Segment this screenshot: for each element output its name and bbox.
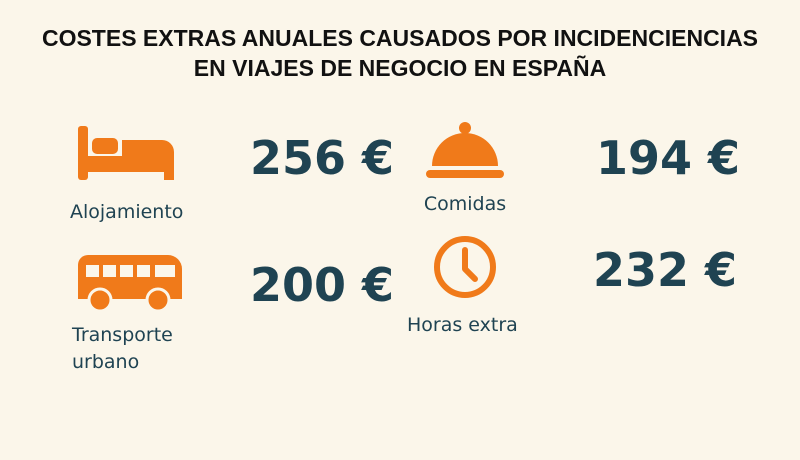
clock-icon xyxy=(434,236,496,298)
bed-icon xyxy=(78,126,174,180)
item-value: 232 € xyxy=(593,243,737,297)
title-line: EN VIAJES DE NEGOCIO EN ESPAÑA xyxy=(194,54,606,81)
bus-icon xyxy=(78,255,182,313)
item-label: Alojamiento xyxy=(70,201,183,223)
item-label: Transporte xyxy=(71,324,173,346)
item-value: 256 € xyxy=(250,131,394,185)
item-label: Horas extra xyxy=(407,314,518,336)
item-value: 194 € xyxy=(596,131,740,185)
cloche-icon xyxy=(426,122,504,178)
item-value: 200 € xyxy=(250,258,394,312)
item-label: Comidas xyxy=(424,193,506,215)
item-label: urbano xyxy=(72,351,139,373)
title-line: COSTES EXTRAS ANUALES CAUSADOS POR INCID… xyxy=(42,25,758,51)
